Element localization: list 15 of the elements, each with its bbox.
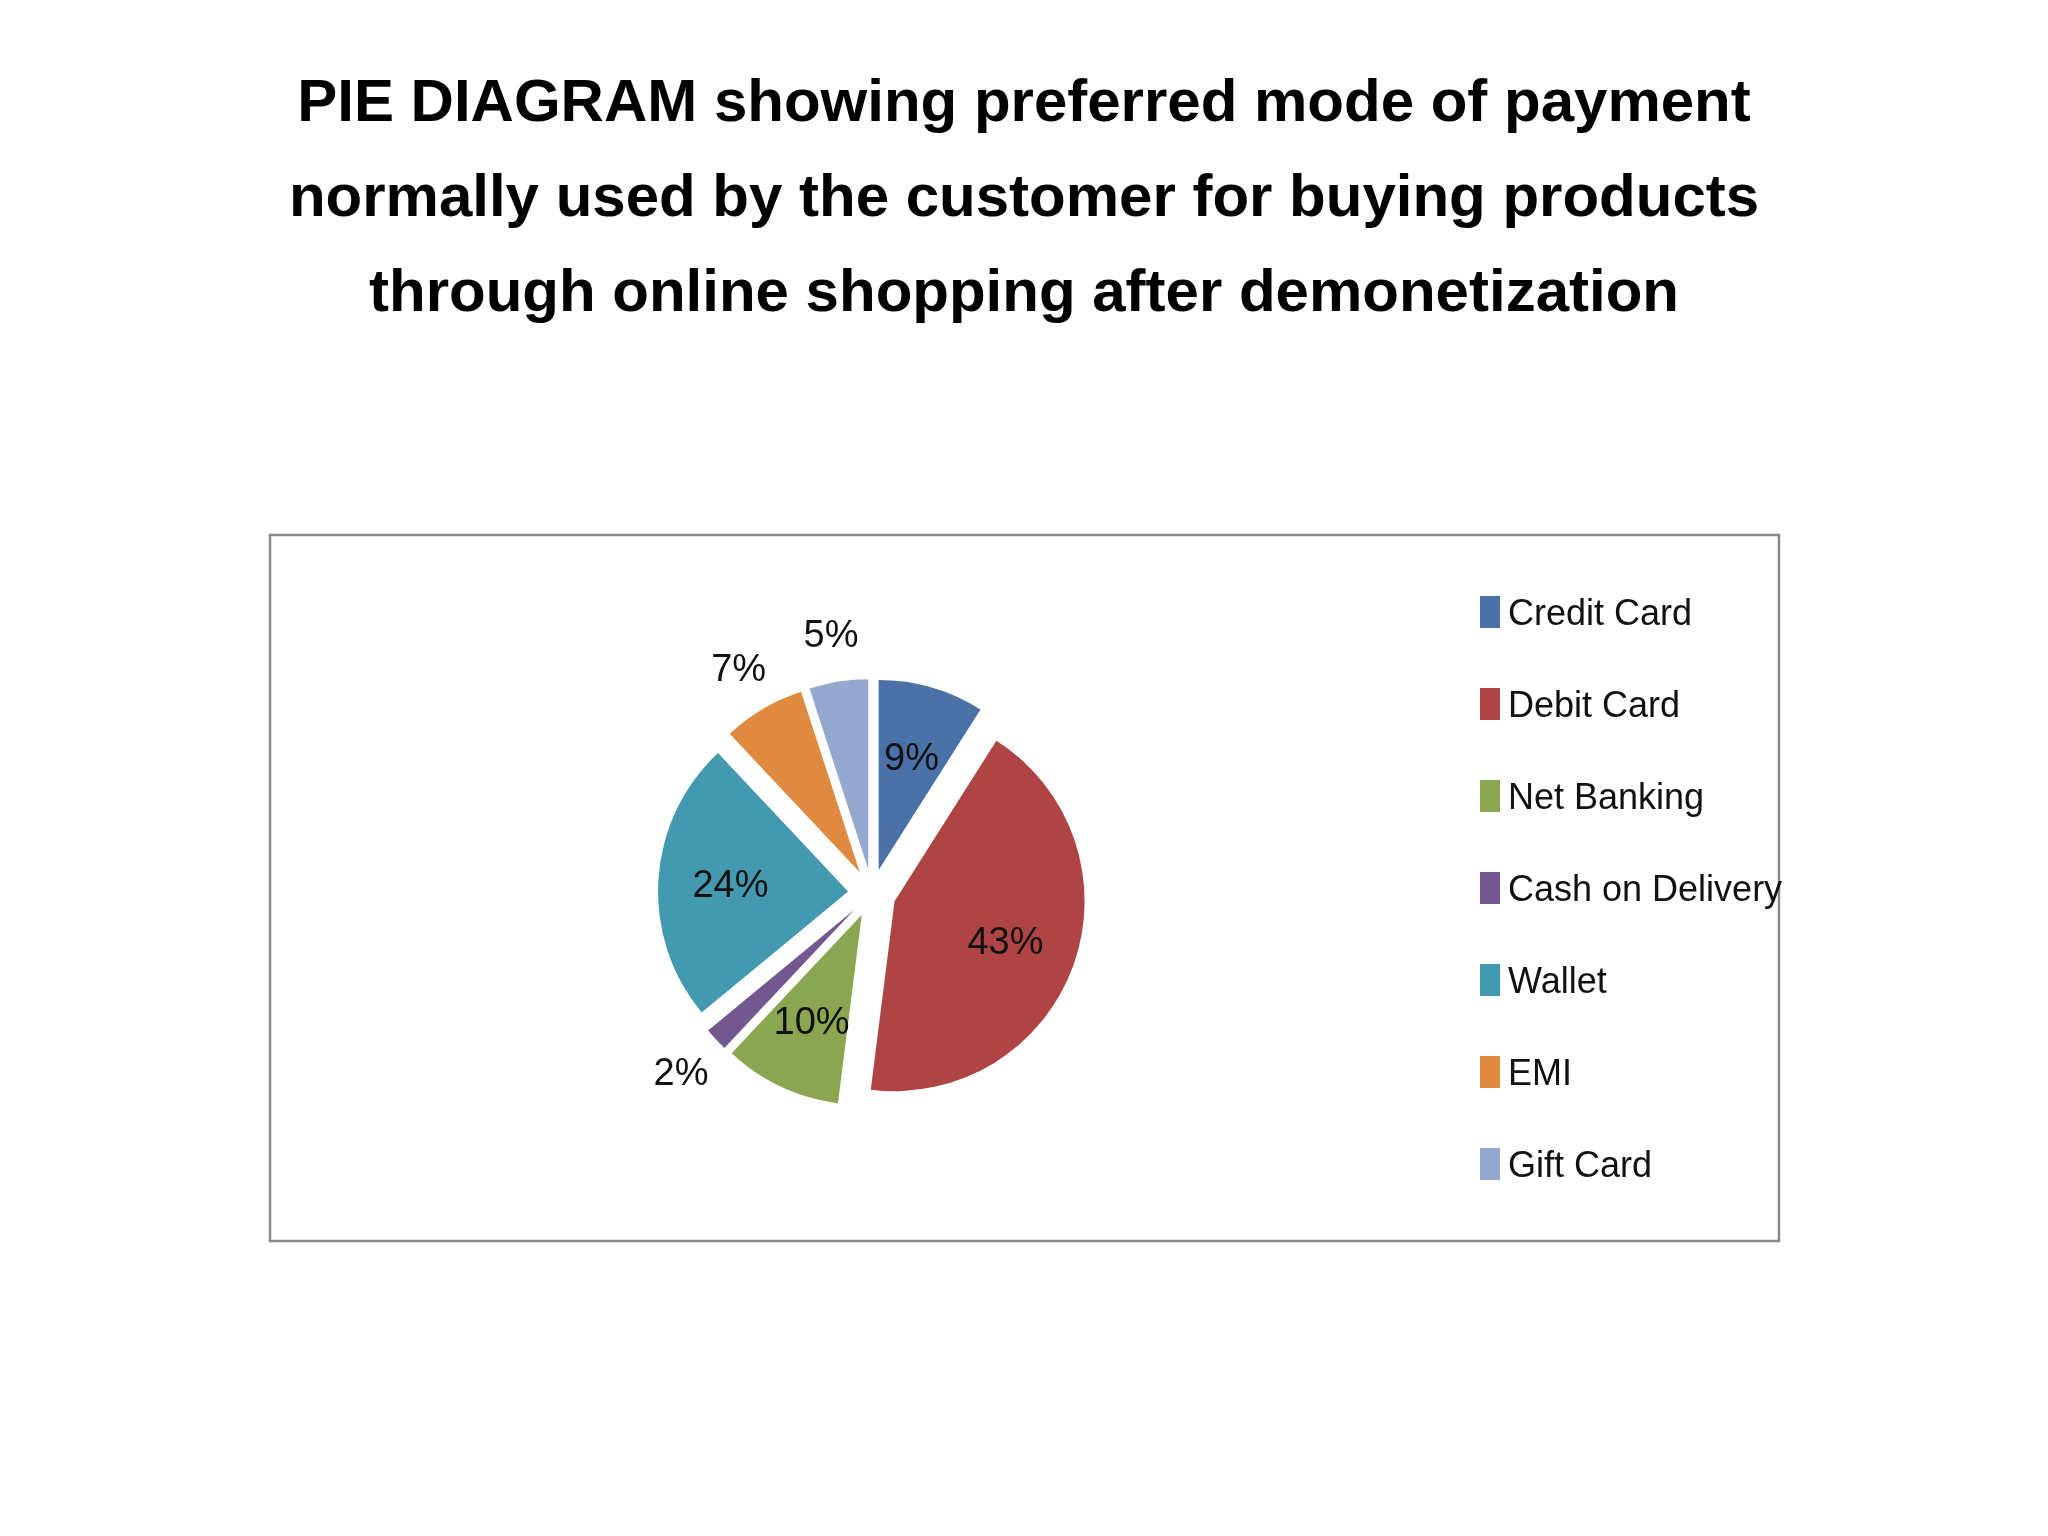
data-label: 5% bbox=[803, 613, 859, 656]
data-label: 10% bbox=[773, 1000, 850, 1043]
data-label: 24% bbox=[692, 863, 769, 906]
data-label: 9% bbox=[884, 735, 940, 778]
data-label: 2% bbox=[653, 1051, 709, 1094]
legend-label: Wallet bbox=[1508, 959, 1607, 1001]
chart-title: PIE DIAGRAM showing preferred mode of payment normally used by the customer for buying products through online shopping after demonetization bbox=[288, 66, 1760, 324]
legend-label: Debit Card bbox=[1508, 683, 1681, 725]
legend-label: Net Banking bbox=[1508, 775, 1705, 817]
legend-label: Gift Card bbox=[1508, 1143, 1653, 1185]
legend-label: Cash on Delivery bbox=[1508, 867, 1783, 909]
data-label: 43% bbox=[967, 920, 1044, 963]
legend-label: Credit Card bbox=[1508, 591, 1693, 633]
data-label: 7% bbox=[711, 646, 767, 689]
legend-label: EMI bbox=[1508, 1051, 1573, 1093]
